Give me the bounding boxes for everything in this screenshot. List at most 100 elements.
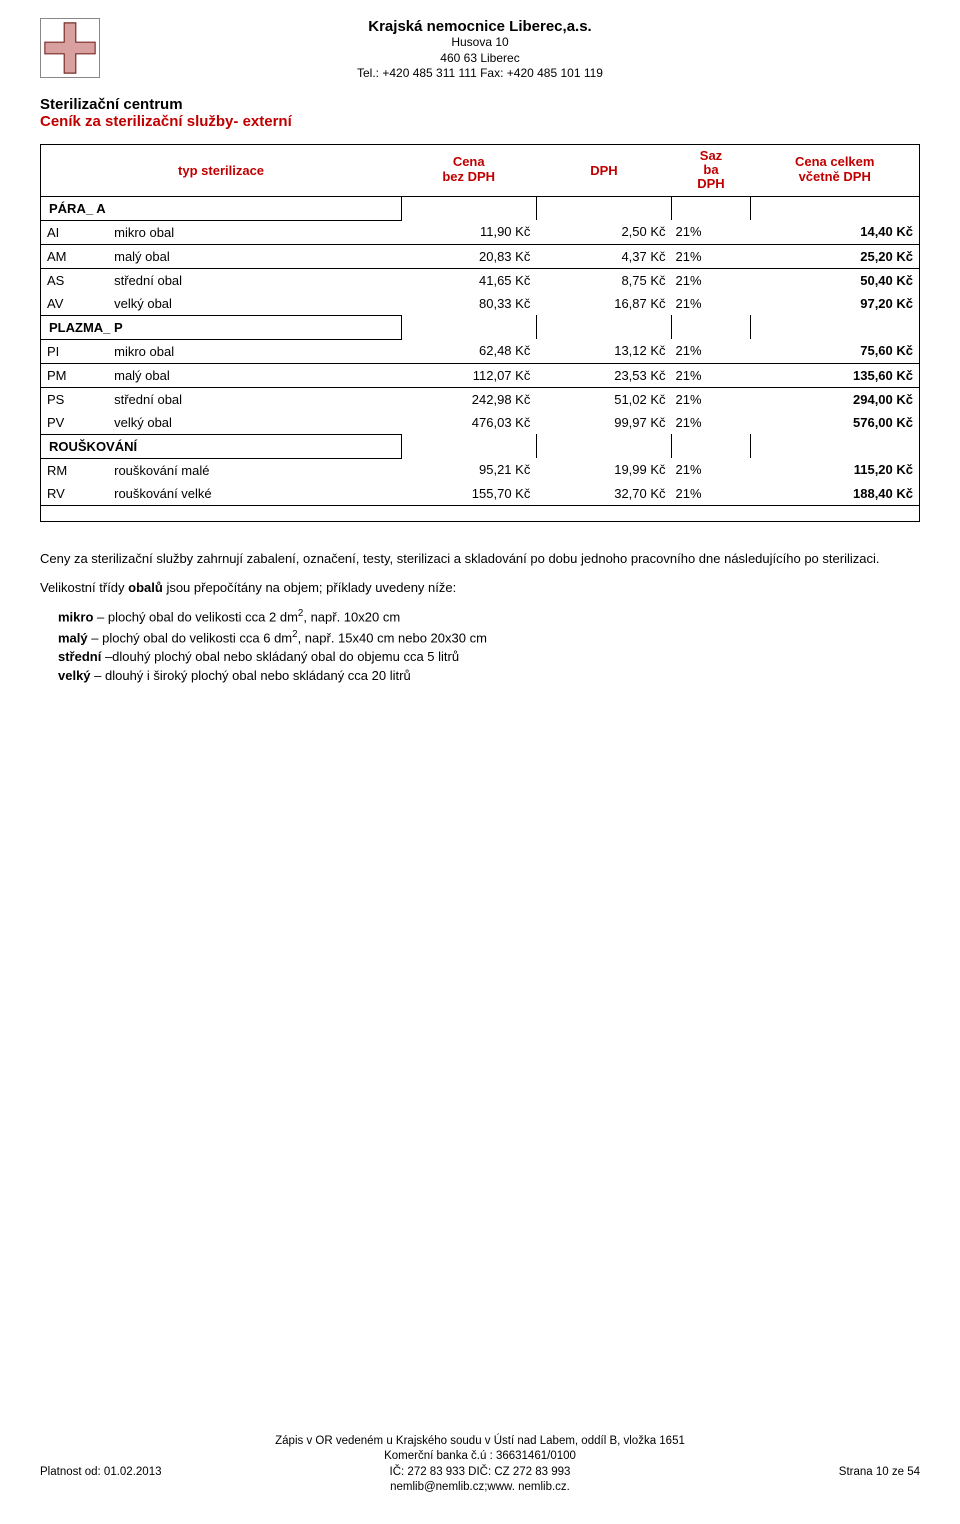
cell-name: mikro obal bbox=[108, 339, 401, 363]
org-addr2: 460 63 Liberec bbox=[120, 51, 840, 67]
cell-code: PV bbox=[41, 411, 109, 435]
group-pad bbox=[672, 434, 751, 458]
note-p2-pre: Velikostní třídy bbox=[40, 580, 128, 595]
cell-name: mikro obal bbox=[108, 220, 401, 244]
th-dph: DPH bbox=[536, 144, 671, 196]
cell-name: velký obal bbox=[108, 411, 401, 435]
note-l2: malý – plochý obal do velikosti cca 6 dm… bbox=[58, 628, 920, 648]
group-label: ROUŠKOVÁNÍ bbox=[41, 434, 402, 458]
cell-total: 135,60 Kč bbox=[750, 363, 919, 387]
header: Krajská nemocnice Liberec,a.s. Husova 10… bbox=[40, 18, 920, 82]
cell-total: 294,00 Kč bbox=[750, 387, 919, 411]
cell-code: PI bbox=[41, 339, 109, 363]
cell-total: 75,60 Kč bbox=[750, 339, 919, 363]
table-row: PSstřední obal242,98 Kč51,02 Kč21%294,00… bbox=[41, 387, 920, 411]
table-header-row: typ sterilizace Cenabez DPH DPH SazbaDPH… bbox=[41, 144, 920, 196]
cell-netto: 95,21 Kč bbox=[401, 458, 536, 482]
th-rate: SazbaDPH bbox=[672, 144, 751, 196]
table-row: AMmalý obal20,83 Kč4,37 Kč21%25,20 Kč bbox=[41, 244, 920, 268]
cell-code: AV bbox=[41, 292, 109, 316]
note-p1: Ceny za sterilizační služby zahrnují zab… bbox=[40, 550, 920, 569]
cell-name: malý obal bbox=[108, 244, 401, 268]
cell-total: 115,20 Kč bbox=[750, 458, 919, 482]
group-pad bbox=[672, 196, 751, 220]
note-p2: Velikostní třídy obalů jsou přepočítány … bbox=[40, 579, 920, 598]
cell-rate: 21% bbox=[672, 411, 751, 435]
cell-name: rouškování velké bbox=[108, 482, 401, 506]
note-l4: velký – dlouhý i široký plochý obal nebo… bbox=[58, 667, 920, 686]
cell-dph: 2,50 Kč bbox=[536, 220, 671, 244]
footer-center: Zápis v OR vedeném u Krajského soudu v Ú… bbox=[40, 1434, 920, 1496]
cell-total: 50,40 Kč bbox=[750, 268, 919, 292]
notes: Ceny za sterilizační služby zahrnují zab… bbox=[40, 550, 920, 686]
group-label: PLAZMA_ P bbox=[41, 315, 402, 339]
note-l1-a: – plochý obal do velikosti cca 2 dm bbox=[93, 610, 298, 625]
cell-dph: 99,97 Kč bbox=[536, 411, 671, 435]
group-pad bbox=[401, 434, 536, 458]
cell-code: AI bbox=[41, 220, 109, 244]
group-pad bbox=[536, 196, 671, 220]
cell-code: RM bbox=[41, 458, 109, 482]
cell-code: AS bbox=[41, 268, 109, 292]
footer: Zápis v OR vedeném u Krajského soudu v Ú… bbox=[40, 1434, 920, 1496]
cell-netto: 155,70 Kč bbox=[401, 482, 536, 506]
org-addr1: Husova 10 bbox=[120, 35, 840, 51]
note-l3: střední –dlouhý plochý obal nebo skládan… bbox=[58, 648, 920, 667]
cell-netto: 112,07 Kč bbox=[401, 363, 536, 387]
note-l3-a: –dlouhý plochý obal nebo skládaný obal d… bbox=[101, 649, 459, 664]
page: Krajská nemocnice Liberec,a.s. Husova 10… bbox=[0, 0, 960, 1524]
th-total: Cena celkemvčetně DPH bbox=[750, 144, 919, 196]
cell-code: RV bbox=[41, 482, 109, 506]
cell-dph: 19,99 Kč bbox=[536, 458, 671, 482]
cell-rate: 21% bbox=[672, 220, 751, 244]
cell-total: 188,40 Kč bbox=[750, 482, 919, 506]
footer-page: Strana 10 ze 54 bbox=[839, 1466, 920, 1478]
hospital-logo bbox=[40, 18, 100, 78]
note-l1: mikro – plochý obal do velikosti cca 2 d… bbox=[58, 607, 920, 627]
note-l4-b: velký bbox=[58, 668, 91, 683]
footer-valid-from: Platnost od: 01.02.2013 bbox=[40, 1466, 162, 1478]
group-pad bbox=[750, 434, 919, 458]
note-l2-b2: , např. 15x40 cm nebo 20x30 cm bbox=[298, 630, 487, 645]
group-pad bbox=[401, 196, 536, 220]
org-name: Krajská nemocnice Liberec,a.s. bbox=[120, 18, 840, 35]
price-table: typ sterilizace Cenabez DPH DPH SazbaDPH… bbox=[40, 144, 920, 522]
cell-rate: 21% bbox=[672, 292, 751, 316]
cell-netto: 80,33 Kč bbox=[401, 292, 536, 316]
cell-dph: 8,75 Kč bbox=[536, 268, 671, 292]
cell-total: 97,20 Kč bbox=[750, 292, 919, 316]
note-l4-a: – dlouhý i široký plochý obal nebo sklád… bbox=[91, 668, 411, 683]
cell-total: 25,20 Kč bbox=[750, 244, 919, 268]
cell-code: AM bbox=[41, 244, 109, 268]
cell-total: 14,40 Kč bbox=[750, 220, 919, 244]
footer-line1: Zápis v OR vedeném u Krajského soudu v Ú… bbox=[40, 1434, 920, 1450]
footer-line4: nemlib@nemlib.cz;www. nemlib.cz. bbox=[40, 1480, 920, 1496]
group-pad bbox=[536, 434, 671, 458]
group-pad bbox=[672, 315, 751, 339]
cell-name: střední obal bbox=[108, 387, 401, 411]
note-l2-a: – plochý obal do velikosti cca 6 dm bbox=[88, 630, 293, 645]
th-netto: Cenabez DPH bbox=[401, 144, 536, 196]
cell-netto: 476,03 Kč bbox=[401, 411, 536, 435]
group-header-row: PÁRA_ A bbox=[41, 196, 920, 220]
section-heading: Sterilizační centrum bbox=[40, 96, 920, 113]
cell-name: střední obal bbox=[108, 268, 401, 292]
cell-name: malý obal bbox=[108, 363, 401, 387]
cell-rate: 21% bbox=[672, 482, 751, 506]
footer-line3: IČ: 272 83 933 DIČ: CZ 272 83 993 bbox=[40, 1465, 920, 1481]
cell-netto: 242,98 Kč bbox=[401, 387, 536, 411]
cell-code: PS bbox=[41, 387, 109, 411]
table-row: ASstřední obal41,65 Kč8,75 Kč21%50,40 Kč bbox=[41, 268, 920, 292]
group-pad bbox=[750, 196, 919, 220]
note-l2-b: malý bbox=[58, 630, 88, 645]
group-pad bbox=[750, 315, 919, 339]
cell-rate: 21% bbox=[672, 387, 751, 411]
note-l3-b: střední bbox=[58, 649, 101, 664]
cell-dph: 16,87 Kč bbox=[536, 292, 671, 316]
cell-netto: 41,65 Kč bbox=[401, 268, 536, 292]
table-row: AVvelký obal80,33 Kč16,87 Kč21%97,20 Kč bbox=[41, 292, 920, 316]
cell-rate: 21% bbox=[672, 268, 751, 292]
org-tel: Tel.: +420 485 311 111 Fax: +420 485 101… bbox=[120, 66, 840, 82]
group-pad bbox=[401, 315, 536, 339]
group-pad bbox=[536, 315, 671, 339]
